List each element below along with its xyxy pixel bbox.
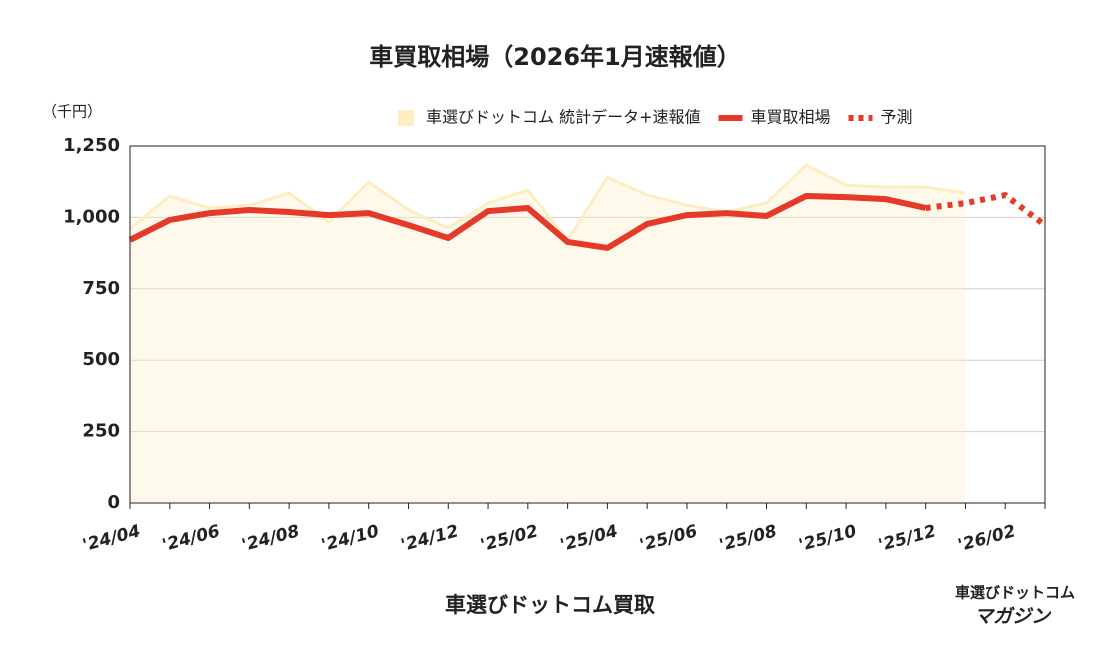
legend-label: 車買取相場 [751, 108, 831, 127]
x-tick-label: '26/02 [956, 521, 1018, 556]
y-tick-label: 1,250 [63, 135, 120, 156]
x-tick-label: '25/08 [717, 521, 779, 556]
area-edge [129, 163, 966, 243]
x-tick-label: '25/06 [638, 521, 700, 556]
x-tick-label: '24/12 [399, 521, 461, 556]
line [128, 192, 927, 251]
x-tick-label: '25/02 [479, 521, 541, 556]
y-tick-label: 250 [82, 421, 120, 442]
watermark: 車選びドットコム [955, 584, 1075, 602]
chart-title: 車買取相場（2026年1月速報値） [369, 43, 741, 71]
x-tick-label: '24/10 [319, 521, 381, 556]
x-tick-label: '24/06 [160, 521, 222, 556]
legend-label: 車選びドットコム 統計データ+速報値 [426, 108, 701, 127]
x-axis-label: 車選びドットコム買取 [445, 593, 655, 617]
x-tick-label: '24/04 [81, 521, 143, 556]
y-tick-label: 1,000 [63, 206, 120, 227]
x-tick-label: '24/08 [240, 521, 302, 556]
plot-frame [129, 145, 1046, 504]
y-tick-label: 750 [82, 278, 120, 299]
y-unit: （千円） [42, 103, 102, 121]
watermark: マガジン [974, 606, 1052, 628]
legend-swatch [398, 110, 414, 126]
x-tick-label: '25/12 [876, 521, 938, 556]
y-tick-label: 0 [107, 492, 120, 513]
x-tick-label: '25/10 [797, 521, 859, 556]
legend-label: 予測 [881, 108, 913, 127]
x-tick-label: '25/04 [558, 521, 620, 556]
area [130, 165, 966, 503]
y-tick-label: 500 [82, 349, 120, 370]
